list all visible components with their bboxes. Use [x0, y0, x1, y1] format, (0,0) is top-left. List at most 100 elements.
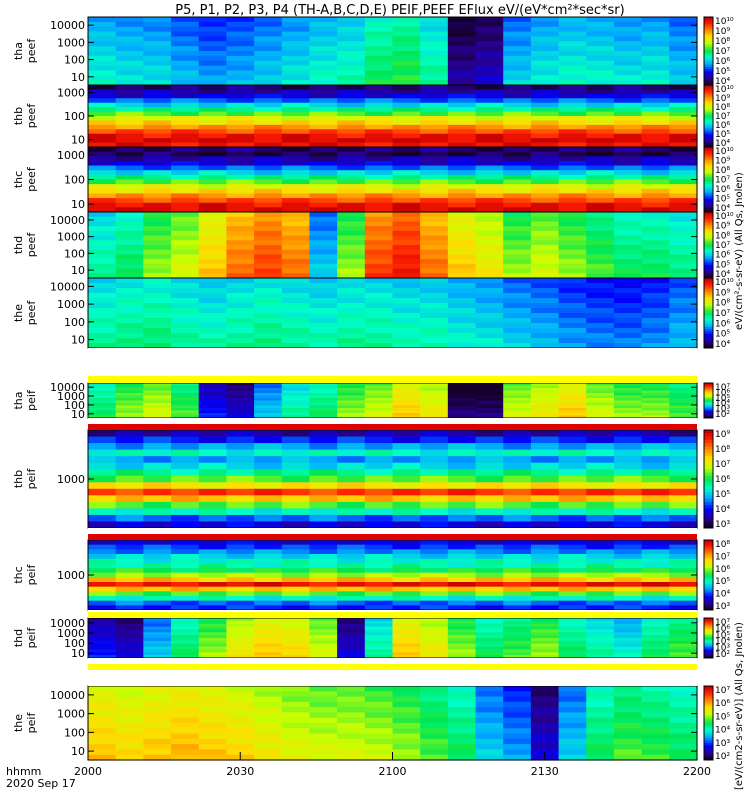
heatmap-cell — [641, 475, 670, 483]
heatmap-cell — [503, 754, 532, 761]
heatmap-cell — [364, 754, 394, 761]
heatmap-cell — [198, 400, 228, 404]
heatmap-cell — [309, 712, 338, 719]
heatmap-cell — [586, 508, 615, 516]
heatmap-cell — [669, 202, 698, 208]
heatmap-cell — [309, 273, 338, 279]
colorbar-segment — [704, 651, 713, 654]
heatmap-cell — [254, 156, 283, 162]
heatmap-cell — [115, 469, 144, 477]
heatmap-cell — [143, 717, 172, 724]
heatmap-cell — [115, 226, 144, 232]
heatmap-cell — [613, 120, 643, 126]
heatmap-cell — [641, 283, 670, 289]
heatmap-cell — [530, 202, 560, 208]
heatmap-cell — [586, 133, 615, 139]
heatmap-cell — [254, 618, 283, 622]
colorbar-tick-label: 10⁷ — [715, 176, 730, 186]
heatmap-cell — [115, 188, 144, 195]
heatmap-cell — [364, 318, 394, 324]
heatmap-cell — [115, 308, 144, 314]
heatmap-cell — [281, 436, 311, 444]
heatmap-cell — [226, 268, 255, 274]
heatmap-cell — [558, 655, 587, 659]
heatmap-cell — [392, 544, 421, 550]
heatmap-cell — [503, 521, 532, 529]
heatmap-cell — [143, 333, 172, 339]
heatmap-cell — [337, 298, 366, 304]
heatmap-cell — [558, 102, 587, 108]
heatmap-cell — [171, 540, 200, 546]
heatmap-cell — [254, 572, 283, 578]
heatmap-cell — [115, 98, 144, 104]
heatmap-cell — [586, 605, 615, 611]
heatmap-cell — [669, 226, 698, 232]
heatmap-cell — [475, 563, 504, 569]
colorbar-segment — [704, 472, 713, 477]
heatmap-cell — [198, 591, 228, 597]
heatmap-cell — [198, 733, 228, 740]
heatmap-cell — [115, 521, 144, 529]
heatmap-cell — [281, 649, 311, 653]
heatmap-cell — [143, 393, 172, 397]
colorbar-segment — [704, 700, 713, 704]
heatmap-cell — [88, 46, 117, 52]
colorbar-segment — [704, 655, 713, 658]
heatmap-cell — [392, 582, 421, 588]
heatmap-cell — [171, 591, 200, 597]
heatmap-cell — [171, 70, 200, 76]
heatmap-cell — [586, 179, 615, 185]
heatmap-cell — [613, 65, 643, 72]
heatmap-cell — [420, 216, 449, 223]
heatmap-cell — [669, 259, 698, 265]
heatmap-cell — [254, 712, 283, 719]
heatmap-cell — [669, 303, 698, 309]
heatmap-cell — [88, 544, 117, 550]
colorbar-segment — [704, 306, 713, 309]
heatmap-cell — [281, 403, 311, 407]
heatmap-cell — [115, 75, 144, 81]
heatmap-cell — [115, 120, 144, 126]
heatmap-cell — [226, 395, 255, 399]
heatmap-cell — [337, 240, 366, 246]
heatmap-cell — [337, 51, 366, 57]
colorbar-segment — [704, 459, 713, 464]
heatmap-cell — [309, 36, 338, 42]
heatmap-cell — [447, 449, 477, 457]
colorbar-segment — [704, 469, 713, 473]
heatmap-cell — [143, 133, 172, 139]
heatmap-cell — [641, 80, 670, 86]
heatmap-cell — [586, 696, 615, 703]
heatmap-cell — [447, 405, 477, 409]
heatmap-cell — [226, 207, 255, 213]
heatmap-cell — [613, 596, 643, 602]
heatmap-cell — [475, 410, 504, 414]
colorbar-tick-label: 10⁴ — [715, 270, 730, 280]
colorbar-segment — [704, 264, 713, 268]
heatmap-cell — [420, 323, 449, 329]
heatmap-cell — [143, 188, 172, 195]
heatmap-cell — [420, 156, 449, 162]
colorbar-tick-label: 10⁴ — [715, 139, 730, 149]
colorbar-segment — [704, 584, 713, 588]
heatmap-cell — [475, 85, 504, 91]
heatmap-cell — [447, 558, 477, 564]
colorbar-segment — [704, 136, 713, 140]
heatmap-cell — [364, 508, 394, 516]
heatmap-cell — [613, 230, 643, 237]
heatmap-cell — [503, 655, 532, 659]
heatmap-cell — [558, 646, 587, 651]
colorbar-segment — [704, 652, 713, 655]
heatmap-cell — [392, 413, 421, 417]
heatmap-cell — [171, 323, 200, 329]
heatmap-cell — [364, 273, 394, 279]
colorbar-segment — [704, 413, 713, 415]
heatmap-cell — [392, 649, 421, 653]
heatmap-cell — [337, 549, 366, 555]
heatmap-cell — [309, 549, 338, 555]
heatmap-cell — [447, 318, 477, 324]
heatmap-cell — [171, 60, 200, 67]
heatmap-cell — [337, 147, 366, 153]
heatmap-cell — [420, 596, 449, 602]
heatmap-cell — [364, 629, 394, 633]
